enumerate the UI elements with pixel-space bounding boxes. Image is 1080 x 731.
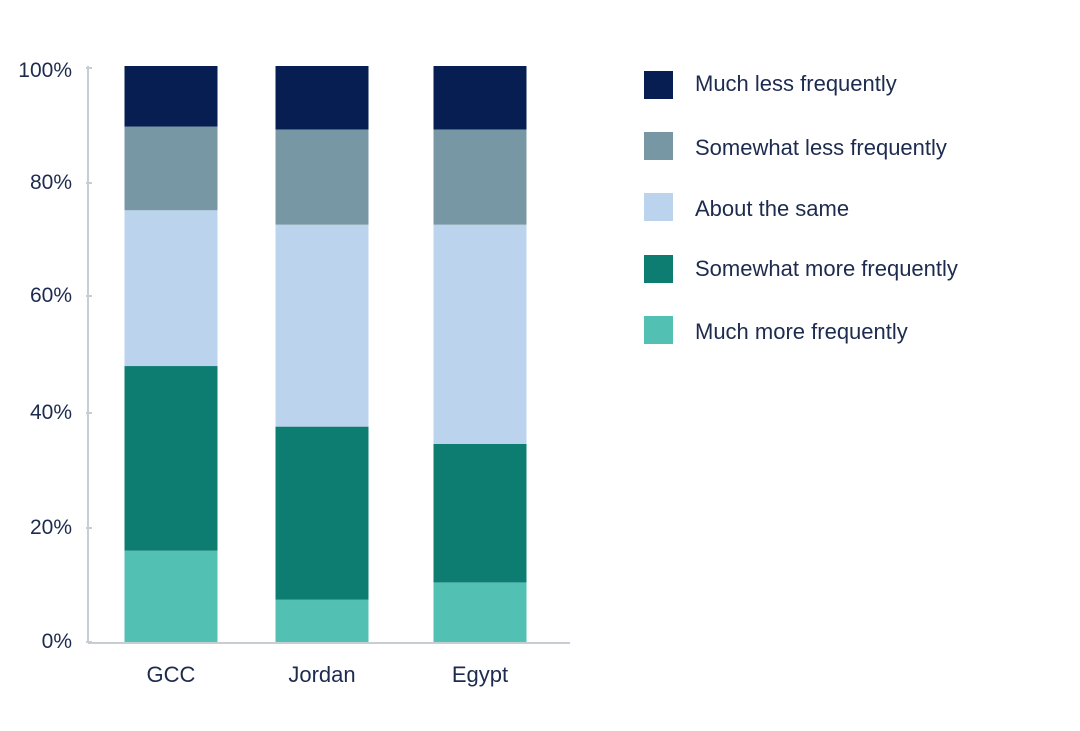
bars bbox=[124, 66, 527, 643]
bar-segment bbox=[124, 550, 218, 643]
bar-segment bbox=[433, 443, 527, 583]
bar-segment bbox=[275, 599, 369, 643]
bar-segment bbox=[124, 66, 218, 127]
y-tick-label: 0% bbox=[42, 630, 72, 653]
bar-segment bbox=[124, 210, 218, 367]
bar-segment bbox=[433, 582, 527, 643]
bar-segment bbox=[433, 129, 527, 225]
bar-segment bbox=[275, 66, 369, 130]
y-tick-label: 60% bbox=[30, 284, 72, 307]
y-tick-label: 20% bbox=[30, 516, 72, 539]
legend-swatch bbox=[644, 71, 673, 99]
y-tick-label: 80% bbox=[30, 171, 72, 194]
bar-segment bbox=[124, 126, 218, 211]
x-axis-labels: GCC Jordan Egypt bbox=[147, 662, 509, 687]
legend-swatch bbox=[644, 255, 673, 283]
legend-label: Much more frequently bbox=[695, 319, 908, 344]
legend-label: Somewhat less frequently bbox=[695, 135, 947, 160]
legend-swatch bbox=[644, 316, 673, 344]
legend-swatch bbox=[644, 193, 673, 221]
bar-segment bbox=[433, 224, 527, 444]
legend-swatch bbox=[644, 132, 673, 160]
y-tick-label: 100% bbox=[18, 59, 72, 82]
y-axis-ticks: 0% 20% 40% 60% 80% 100% bbox=[18, 59, 72, 653]
bar-segment bbox=[433, 66, 527, 130]
x-category-label: GCC bbox=[147, 662, 196, 687]
bar-segment bbox=[275, 426, 369, 600]
legend: Much less frequently Somewhat less frequ… bbox=[644, 71, 958, 344]
bar-segment bbox=[275, 224, 369, 427]
legend-label: Somewhat more frequently bbox=[695, 256, 958, 281]
y-tick-label: 40% bbox=[30, 401, 72, 424]
x-category-label: Jordan bbox=[288, 662, 355, 687]
bar-segment bbox=[275, 129, 369, 225]
legend-label: About the same bbox=[695, 196, 849, 221]
legend-label: Much less frequently bbox=[695, 71, 897, 96]
bar-segment bbox=[124, 366, 218, 551]
x-category-label: Egypt bbox=[452, 662, 508, 687]
